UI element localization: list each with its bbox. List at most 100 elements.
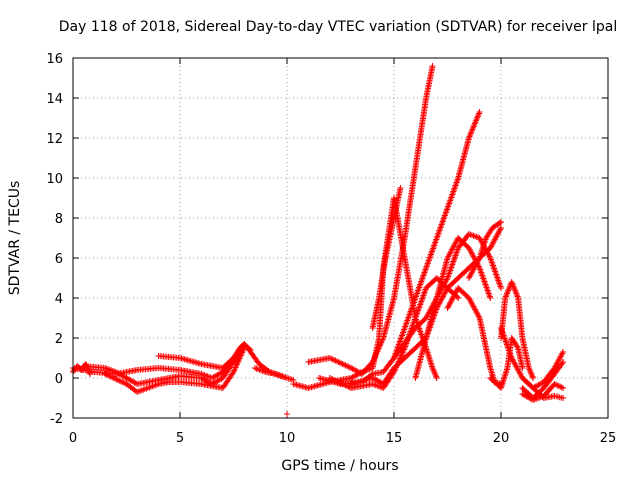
data-point [475,111,482,118]
data-point [502,295,509,301]
x-axis-label: GPS time / hours [281,458,398,474]
data-point [514,293,521,300]
data-point [112,375,119,382]
data-point [496,219,503,226]
data-point [559,350,566,357]
data-point [527,367,534,374]
data-point [345,383,352,390]
data-point [326,375,333,381]
series-track-i [305,63,436,377]
data-point [512,287,519,294]
y-tick-label: 16 [46,52,63,67]
data-point [560,395,567,401]
y-tick-label: -2 [50,412,63,427]
series-track-f [251,365,297,383]
data-point [468,127,475,134]
data-point [328,355,335,362]
data-point [332,377,339,384]
data-point [328,375,335,382]
series-track-d [70,361,94,377]
y-tick-label: 4 [55,292,63,307]
data-point [526,366,533,373]
series-track-c [102,345,248,395]
series-track-p [444,285,504,387]
series-track-e [155,343,248,371]
data-point [342,382,349,389]
data-point [103,371,110,378]
data-markers [70,63,567,417]
data-point [475,256,482,263]
series-track-m [369,185,404,331]
data-point [341,361,348,368]
data-point [335,359,342,365]
data-point [475,313,482,320]
data-point [558,384,565,391]
data-point [430,367,437,374]
data-point [341,381,348,388]
data-point [433,375,440,381]
data-point [467,130,474,137]
data-point [338,380,345,387]
data-point [119,379,126,385]
data-point [331,357,338,363]
data-point [498,225,504,231]
data-point [332,357,339,364]
y-tick-label: 10 [46,172,63,187]
data-point [107,373,114,380]
data-point [504,290,511,297]
data-point [114,377,121,383]
data-point [86,369,93,376]
series-track-u [519,381,567,403]
data-point [333,378,340,385]
data-point [519,365,526,371]
data-point [247,347,254,353]
chart-title: Day 118 of 2018, Sidereal Day-to-day VTE… [59,19,617,35]
data-point [511,286,518,293]
data-point [329,356,336,363]
data-point [241,343,248,349]
data-point [113,376,120,383]
data-point [102,371,109,377]
data-point [432,372,439,379]
series-track-l [348,225,504,387]
data-point [513,290,520,297]
data-point [84,365,91,372]
data-point [343,363,350,369]
plot-frame [72,57,609,419]
data-point [343,383,350,389]
data-point [470,123,477,130]
data-point [336,379,343,386]
data-point [85,366,92,373]
x-tick-label: 10 [279,431,296,446]
data-point [505,287,512,294]
data-point [342,362,349,369]
y-tick-label: 6 [55,252,63,267]
series-track-r [487,335,526,391]
data-point [502,293,509,300]
data-point [510,283,517,290]
data-point [465,135,472,141]
data-point [339,361,346,367]
data-point [104,372,111,379]
data-point [397,185,404,191]
data-point [246,345,253,352]
data-point [498,285,504,291]
data-point [116,377,123,384]
data-point [528,372,535,379]
data-point [338,360,345,367]
data-point [466,133,473,140]
data-point [552,381,559,388]
x-tick-label: 20 [493,431,510,446]
data-point [110,375,117,381]
data-point [511,284,518,291]
data-point [329,376,336,383]
axis-ticks: 0 5 10 15 20 25 -2 0 2 4 6 8 10 12 14 16 [46,52,616,446]
data-point [505,286,512,293]
data-point [431,369,438,376]
data-point [554,382,561,389]
data-point [560,349,567,355]
data-point [560,359,567,365]
data-point [474,114,481,121]
data-point [240,344,247,351]
